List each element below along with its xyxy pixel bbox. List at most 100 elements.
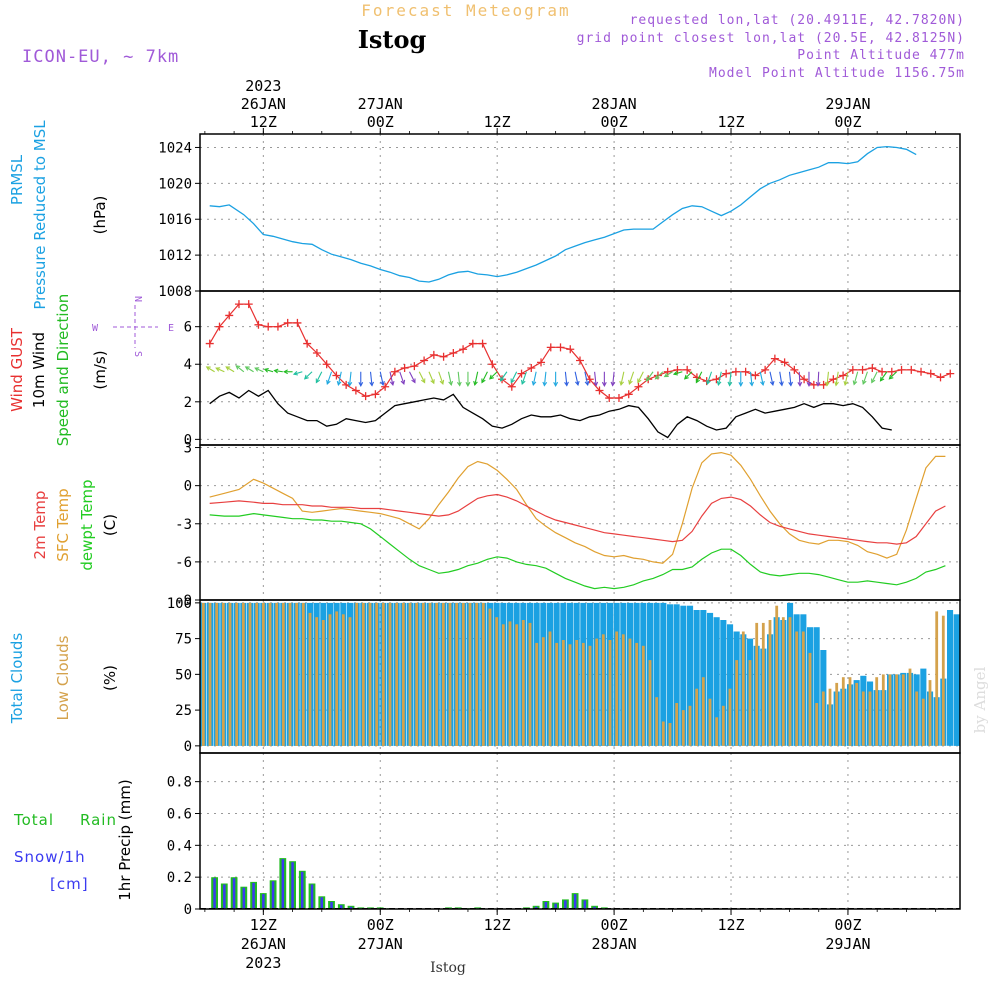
low-cloud-bar — [201, 602, 205, 746]
gust-marker — [800, 375, 809, 384]
wind-arrow-head — [716, 380, 722, 387]
precip-unit: 1hr Precip (mm) — [116, 779, 134, 900]
gust-marker — [887, 367, 896, 376]
low-cloud-bar — [655, 697, 659, 746]
wind-arrow — [245, 366, 254, 373]
wind-arrow-head — [244, 366, 250, 371]
wind-arrow-head — [205, 366, 211, 371]
gust-marker — [225, 311, 234, 320]
low-cloud-bar — [901, 674, 905, 746]
cloud-ytick-label: 75 — [175, 632, 192, 648]
low-cloud-bar — [495, 617, 499, 746]
wind-arrow-head — [225, 366, 231, 371]
snow-bar — [583, 900, 587, 909]
gust-marker — [449, 348, 458, 357]
precip-series — [200, 858, 960, 909]
gust-marker — [673, 365, 682, 374]
wind-dir-label: Speed and Direction — [54, 294, 72, 447]
low-cloud-bar — [448, 602, 452, 746]
low-cloud-bar — [861, 691, 865, 746]
snow-bar — [291, 862, 294, 909]
wind-arrow-head — [797, 381, 803, 387]
wind-arrow-head — [400, 379, 406, 385]
low-cloud-bar — [501, 624, 505, 746]
wind-label: 10m Wind — [30, 332, 48, 408]
compass-east: E — [168, 323, 174, 334]
total-cloud-bar — [720, 620, 727, 746]
low-cloud-bar — [621, 634, 625, 746]
total-cloud-bar — [653, 602, 660, 746]
wind-arrow-head — [326, 379, 331, 385]
wind-arrow-head — [542, 381, 548, 387]
low-cloud-bar — [735, 660, 739, 746]
time-label-top: 12Z — [717, 113, 744, 131]
gust-marker — [829, 375, 838, 384]
wind-arrow — [428, 371, 435, 384]
total-cloud-label: Total Clouds — [8, 633, 26, 725]
wind-arrow — [779, 371, 783, 386]
low-cloud-bar — [535, 642, 539, 746]
low-cloud-bar — [675, 703, 679, 746]
precip-cm-label: [cm] — [50, 875, 89, 893]
wind-arrow — [225, 366, 235, 373]
low-cloud-bar — [848, 677, 852, 746]
snow-bar — [340, 905, 343, 909]
snow-bar — [242, 887, 246, 909]
gust-marker — [371, 390, 380, 399]
wind-arrow — [254, 367, 264, 373]
snow-bar — [252, 882, 255, 909]
pressure-ytick-label: 1016 — [158, 212, 192, 228]
wind-arrow-head — [465, 381, 471, 387]
low-cloud-bar — [835, 682, 839, 746]
low-cloud-bar — [208, 602, 212, 746]
time-label-top: 00Z — [601, 113, 628, 131]
compass-west: W — [92, 323, 99, 334]
wind-arrow-head — [489, 374, 494, 380]
precip-ytick-label: 0.6 — [167, 806, 192, 822]
total-cloud-bar — [693, 610, 700, 746]
gust-marker — [585, 375, 594, 384]
wind-arrow — [264, 368, 274, 373]
model-name: ICON-EU, ~ 7km — [22, 47, 179, 67]
wind-arrow — [274, 369, 283, 373]
low-cloud-label: Low Clouds — [54, 635, 72, 720]
wind-arrow — [543, 371, 547, 386]
gust-label: Wind GUST — [8, 327, 26, 412]
snow-bar — [271, 881, 275, 909]
cloud-ytick-label: 25 — [175, 703, 192, 719]
panel-frame — [199, 752, 961, 910]
low-cloud-bar — [421, 602, 425, 746]
wind-arrow — [889, 371, 898, 380]
low-cloud-bar — [241, 602, 245, 746]
wind-arrow-head — [584, 380, 590, 387]
low-cloud-bar — [728, 688, 732, 746]
snow-bar — [534, 906, 538, 909]
wind-arrow-head — [824, 381, 830, 387]
total-cloud-bar — [660, 602, 667, 746]
low-cloud-bar — [935, 611, 939, 746]
wind-arrow-head — [531, 380, 537, 387]
wind-arrow — [612, 371, 615, 386]
wind-arrow-head — [628, 379, 633, 385]
wind-arrow-head — [645, 376, 651, 382]
wind-arrow — [500, 371, 508, 382]
wind-arrow — [684, 371, 693, 380]
wind-arrow — [620, 371, 625, 386]
snow-bar — [301, 871, 304, 909]
gust-marker — [390, 367, 399, 376]
low-cloud-bar — [601, 634, 605, 746]
wind-arrow-head — [760, 380, 765, 387]
precip-ytick-label: 0.4 — [167, 838, 192, 854]
wind-arrow-head — [888, 374, 894, 380]
low-cloud-bar — [335, 611, 339, 746]
total-cloud-bar — [813, 627, 820, 746]
wind-arrow — [532, 371, 537, 386]
low-cloud-bar — [615, 631, 619, 746]
low-cloud-bar — [555, 642, 559, 746]
time-label-top: 2023 — [245, 77, 281, 95]
wind-ytick-label: 0 — [184, 432, 192, 448]
low-cloud-bar — [575, 640, 579, 746]
time-label-bottom: 29JAN — [825, 935, 870, 953]
low-cloud-bar — [228, 602, 232, 746]
wind-arrow — [844, 371, 849, 386]
